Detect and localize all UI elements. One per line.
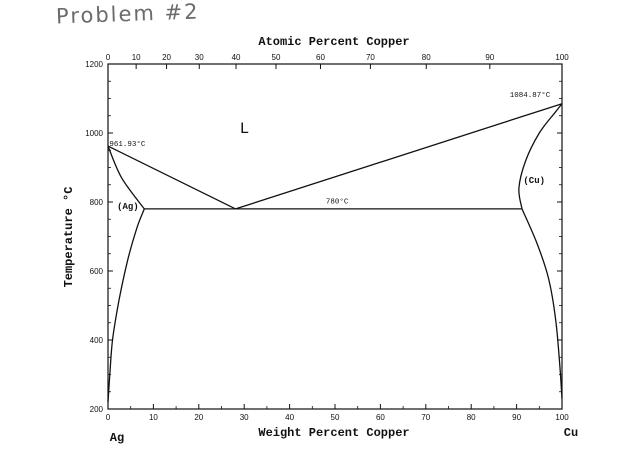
x2-tick-label: 10 xyxy=(132,53,141,62)
x-tick-label: 70 xyxy=(421,413,430,422)
x2-tick-label: 100 xyxy=(555,53,569,62)
annotation-2: 1084.87°C xyxy=(510,91,551,100)
x-tick-label: 80 xyxy=(467,413,476,422)
phase-boundary-3 xyxy=(107,145,145,210)
annotation-0: L xyxy=(240,120,250,138)
annotations: L 961.93°C 1084.87°C 780°C (Ag) (Cu) xyxy=(109,91,550,212)
phase-boundary-0 xyxy=(107,145,236,210)
x-tick-label: 20 xyxy=(194,413,203,422)
phase-boundary-6 xyxy=(521,208,563,399)
cu-end-label: Cu xyxy=(564,426,578,440)
phase-boundary-1 xyxy=(235,103,563,210)
x-tick-label: 50 xyxy=(331,413,340,422)
y-tick-label: 400 xyxy=(90,336,104,345)
annotation-5: (Cu) xyxy=(523,176,545,186)
plot-border xyxy=(107,63,563,410)
annotation-3: 780°C xyxy=(326,197,349,206)
ag-end-label: Ag xyxy=(110,431,124,445)
plot-frame xyxy=(107,63,563,410)
x-tick-label: 90 xyxy=(512,413,521,422)
x2-tick-label: 30 xyxy=(195,53,204,62)
annotation-4: (Ag) xyxy=(117,202,139,212)
top-axis-title: Atomic Percent Copper xyxy=(258,35,409,49)
y-tick-label: 200 xyxy=(90,405,104,414)
annotation-1: 961.93°C xyxy=(109,140,146,149)
axis-ticks: 0 10 20 30 40 50 60 70 80 90 1000 10 20 30 40 50 60 70 80 9… xyxy=(85,53,569,422)
phase-boundaries xyxy=(107,103,563,403)
x-tick-label: 30 xyxy=(240,413,249,422)
phase-boundary-4 xyxy=(107,208,145,403)
x-axis-title: Weight Percent Copper xyxy=(258,426,409,440)
x2-tick-label: 80 xyxy=(422,53,431,62)
y-tick-label: 600 xyxy=(90,267,104,276)
y-tick-label: 1000 xyxy=(85,129,103,138)
y-tick-label: 800 xyxy=(90,198,104,207)
x2-tick-label: 90 xyxy=(485,53,494,62)
x2-tick-label: 20 xyxy=(162,53,171,62)
x-tick-label: 100 xyxy=(555,413,569,422)
x-tick-label: 0 xyxy=(106,413,111,422)
phase-boundary-5 xyxy=(518,103,563,210)
x2-tick-label: 50 xyxy=(272,53,281,62)
x2-tick-label: 70 xyxy=(366,53,375,62)
x-tick-label: 40 xyxy=(285,413,294,422)
y-axis-title: Temperature °C xyxy=(62,187,76,288)
x-tick-label: 60 xyxy=(376,413,385,422)
y-tick-label: 1200 xyxy=(85,60,103,69)
x-tick-label: 10 xyxy=(149,413,158,422)
x2-tick-label: 40 xyxy=(232,53,241,62)
x2-tick-label: 0 xyxy=(106,53,111,62)
x2-tick-label: 60 xyxy=(316,53,325,62)
